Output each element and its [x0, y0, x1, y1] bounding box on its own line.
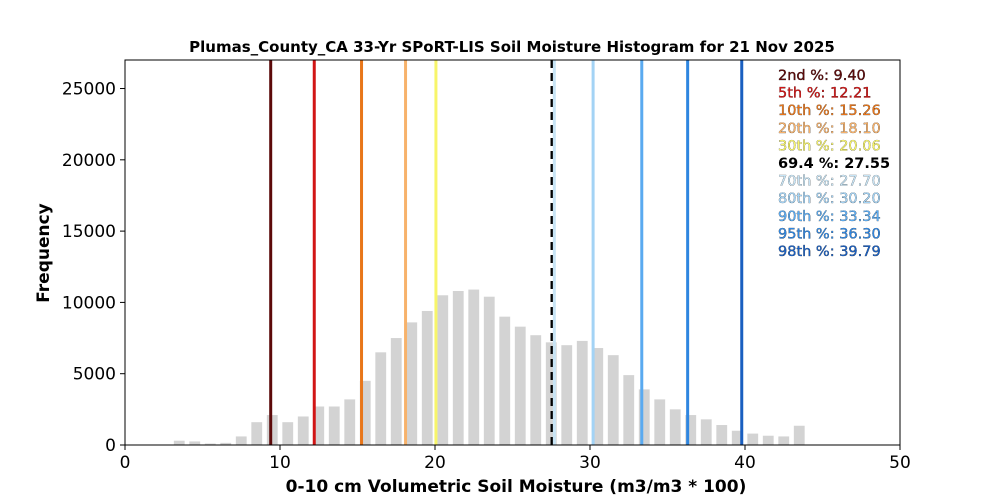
histogram-bar [390, 338, 402, 445]
x-tick-label: 10 [269, 453, 291, 473]
histogram-bar [592, 348, 604, 445]
histogram-bar [313, 406, 325, 445]
histogram-bar [561, 345, 573, 445]
histogram-bar [437, 295, 449, 445]
y-axis-label: Frequency [34, 203, 54, 303]
histogram-bars [173, 289, 805, 445]
x-tick-label: 50 [889, 453, 911, 473]
histogram-bar [297, 416, 309, 445]
histogram-bar [421, 310, 433, 445]
legend-entry: 70th %: 27.70 [778, 174, 881, 190]
histogram-bar [328, 406, 340, 445]
x-axis-ticks: 0 10 20 30 40 50 [120, 445, 911, 473]
histogram-bar [452, 291, 464, 445]
histogram-bar [282, 422, 294, 445]
histogram-bar [514, 326, 526, 445]
histogram-bar [700, 419, 712, 445]
legend-entry: 30th %: 20.06 [778, 138, 881, 154]
histogram-bar [266, 415, 278, 445]
histogram-bar [607, 355, 619, 445]
legend-entry: 95th %: 36.30 [778, 226, 881, 242]
x-axis-label: 0-10 cm Volumetric Soil Moisture (m3/m3 … [286, 477, 747, 497]
legend-entry: 10th %: 15.26 [778, 103, 881, 119]
legend-entry: 69.4 %: 27.55 [778, 156, 890, 172]
histogram-bar [762, 435, 774, 445]
histogram-bar [669, 409, 681, 445]
histogram-bar [173, 440, 185, 445]
histogram-bar [685, 415, 697, 445]
histogram-bar [545, 342, 557, 445]
histogram-bar [406, 322, 418, 445]
y-tick-label: 15000 [62, 222, 116, 242]
y-axis-ticks: 0 5000 10000 15000 20000 25000 [62, 80, 125, 456]
histogram-bar [235, 436, 247, 445]
y-tick-label: 20000 [62, 151, 116, 171]
histogram-bar [638, 389, 650, 445]
y-tick-label: 0 [105, 436, 116, 456]
x-tick-label: 30 [579, 453, 601, 473]
histogram-bar [576, 340, 588, 445]
histogram-bar [220, 442, 232, 445]
y-tick-label: 10000 [62, 293, 116, 313]
histogram-bar [793, 425, 805, 445]
histogram-bar [483, 296, 495, 445]
histogram-bar [499, 316, 511, 445]
histogram-bar [251, 422, 263, 445]
x-tick-label: 20 [424, 453, 446, 473]
histogram-bar [530, 335, 542, 445]
histogram-bar [623, 375, 635, 445]
histogram-bar [778, 436, 790, 445]
histogram-bar [731, 430, 743, 445]
histogram-bar [654, 399, 666, 445]
histogram-bar [344, 399, 356, 445]
chart-title: Plumas_County_CA 33-Yr SPoRT-LIS Soil Mo… [189, 38, 835, 56]
histogram-bar [204, 443, 216, 445]
y-tick-label: 5000 [73, 365, 116, 385]
x-tick-label: 0 [120, 453, 131, 473]
histogram-bar [359, 380, 371, 445]
percentile-lines [269, 60, 744, 445]
legend-entry: 2nd %: 9.40 [778, 68, 866, 84]
legend-entry: 20th %: 18.10 [778, 121, 881, 137]
histogram-bar [468, 289, 480, 445]
histogram-bar [747, 433, 759, 445]
legend-entry: 90th %: 33.34 [778, 209, 881, 225]
legend-entry: 5th %: 12.21 [778, 86, 872, 102]
histogram-bar [716, 425, 728, 445]
x-tick-label: 40 [734, 453, 756, 473]
legend-entry: 98th %: 39.79 [778, 244, 881, 260]
plot-frame [124, 59, 901, 446]
y-tick-label: 25000 [62, 80, 116, 100]
legend-entry: 80th %: 30.20 [778, 191, 881, 207]
histogram-bar [375, 352, 387, 445]
histogram-bar [189, 441, 201, 445]
